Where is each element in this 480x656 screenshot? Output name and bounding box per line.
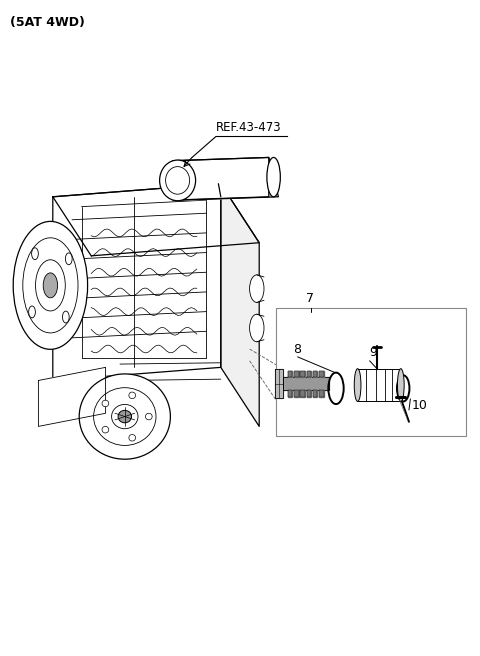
Polygon shape [283,377,329,390]
Polygon shape [288,390,292,397]
Polygon shape [294,371,299,377]
Polygon shape [313,371,317,377]
Polygon shape [319,390,324,397]
Ellipse shape [250,314,264,342]
Ellipse shape [79,374,170,459]
Text: REF.43-473: REF.43-473 [216,121,282,134]
Ellipse shape [399,380,407,397]
Ellipse shape [354,369,361,401]
Text: 7: 7 [306,292,313,305]
Ellipse shape [102,400,109,407]
Ellipse shape [166,167,190,194]
Polygon shape [300,371,305,377]
Ellipse shape [267,157,280,197]
Text: 9: 9 [370,346,377,359]
Ellipse shape [397,369,404,401]
Text: (5AT 4WD): (5AT 4WD) [10,16,84,30]
Ellipse shape [32,248,38,260]
Polygon shape [294,390,299,397]
Polygon shape [173,157,278,200]
Text: 8: 8 [294,343,301,356]
Polygon shape [300,390,305,397]
Ellipse shape [13,222,87,349]
Ellipse shape [65,253,72,265]
Ellipse shape [145,413,152,420]
Polygon shape [53,184,221,380]
Ellipse shape [250,275,264,302]
Polygon shape [307,371,311,377]
Polygon shape [275,369,283,398]
Polygon shape [358,369,401,401]
Ellipse shape [62,311,69,323]
Polygon shape [319,371,324,377]
Bar [276,308,466,436]
Polygon shape [313,390,317,397]
Polygon shape [221,184,259,426]
Polygon shape [38,367,106,426]
Ellipse shape [94,388,156,445]
Polygon shape [173,157,269,200]
Ellipse shape [29,306,36,318]
Ellipse shape [23,238,78,333]
Ellipse shape [118,411,132,423]
Ellipse shape [331,378,341,399]
Ellipse shape [129,392,135,399]
Ellipse shape [129,434,135,441]
Text: 10: 10 [412,399,428,412]
Ellipse shape [102,426,109,433]
Polygon shape [53,184,259,256]
Polygon shape [288,371,292,377]
Ellipse shape [159,160,196,201]
Polygon shape [307,390,311,397]
Ellipse shape [36,260,65,311]
Ellipse shape [43,273,58,298]
Ellipse shape [111,404,138,429]
